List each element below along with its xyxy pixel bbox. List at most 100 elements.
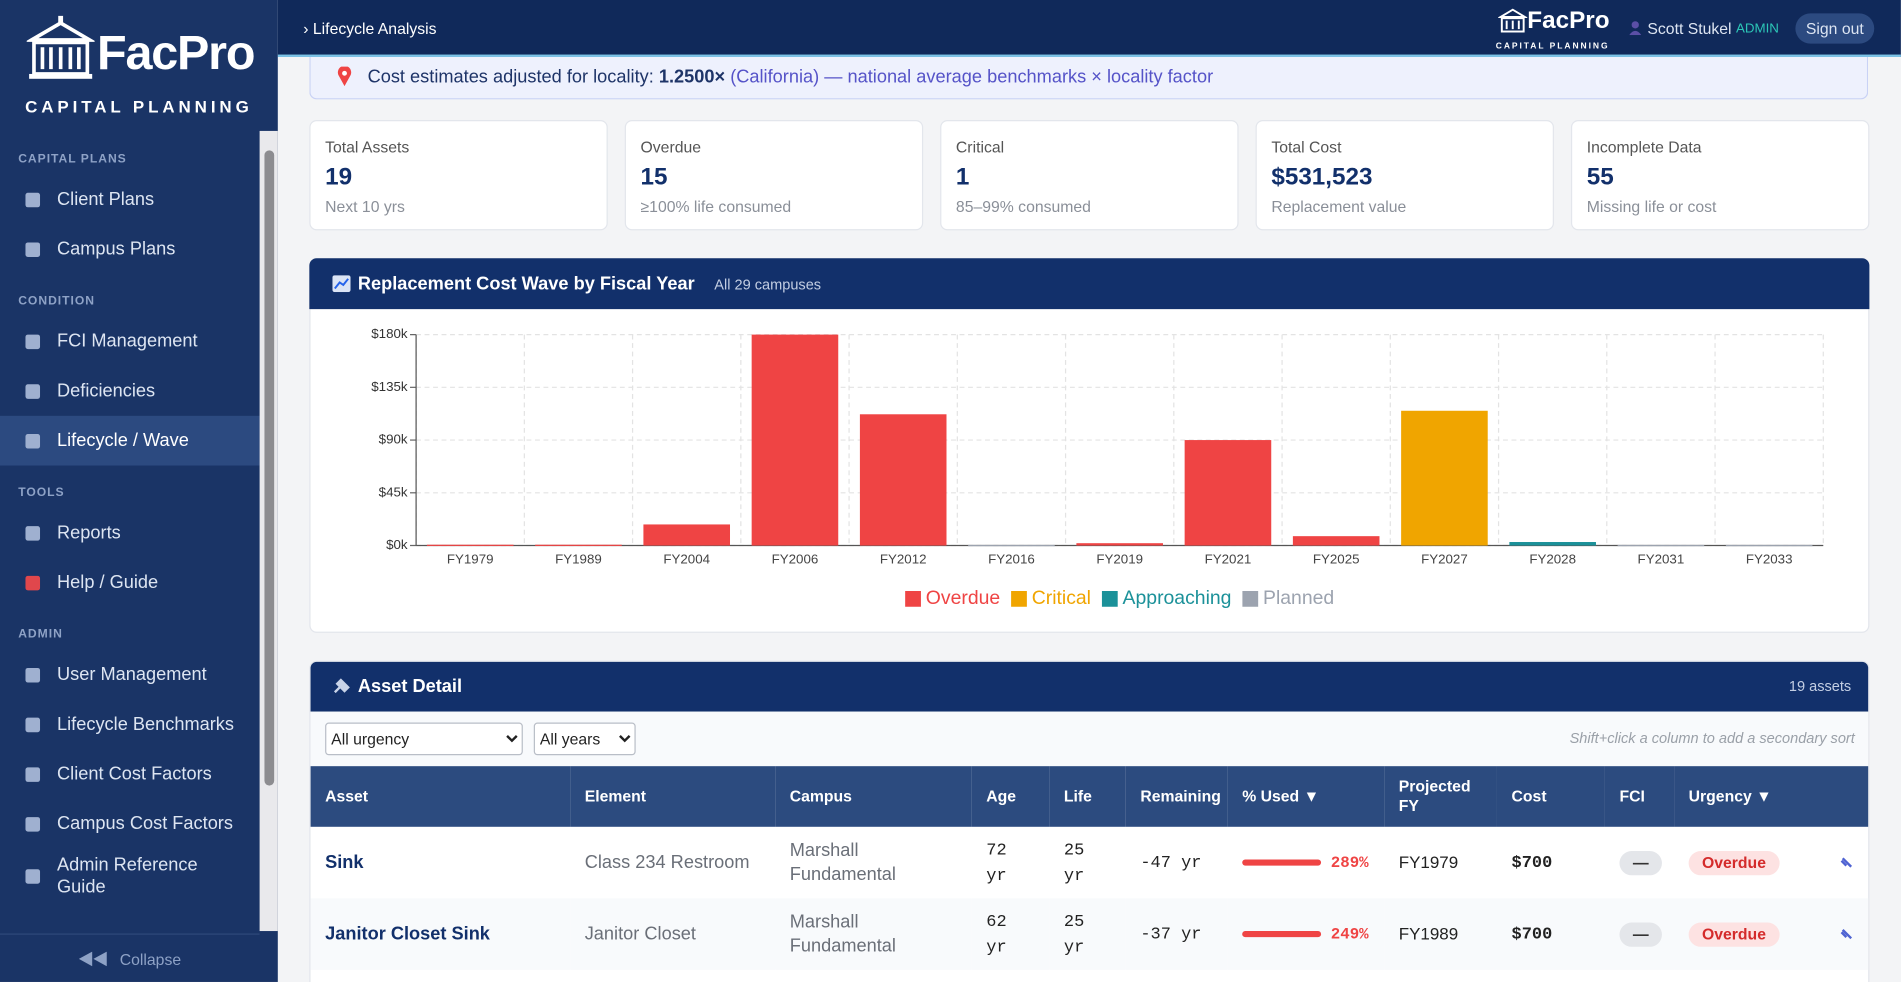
nav-item[interactable]: Deficiencies [0, 366, 260, 416]
nav-item[interactable]: Admin Reference Guide [0, 849, 260, 905]
column-header[interactable]: Remaining [1125, 766, 1228, 827]
column-header[interactable]: Projected FY [1384, 766, 1497, 827]
nav-item[interactable]: Campus Cost Factors [0, 799, 260, 849]
cell-text: Marshall Fundamental [789, 839, 896, 885]
stat-value: $531,523 [1271, 163, 1373, 191]
cell-mono: 62 yr [986, 912, 1007, 958]
filter-select[interactable]: All years [533, 722, 636, 756]
nav-label[interactable]: Campus Cost Factors [57, 812, 233, 834]
nav-label[interactable]: User Management [57, 663, 207, 685]
y-tick-label: $45k [379, 484, 408, 499]
asset-name[interactable]: Janitor Closet Sink [325, 923, 490, 944]
nav-icon [25, 383, 41, 399]
collapse[interactable]: Collapse [0, 933, 260, 981]
asset-name[interactable]: Sink [325, 851, 364, 873]
bar [751, 334, 839, 546]
nav-label[interactable]: Client Cost Factors [57, 763, 212, 784]
sign-out-button[interactable]: Sign out [1795, 13, 1875, 44]
column-header[interactable]: FCI [1604, 766, 1675, 827]
nav-label[interactable]: FCI Management [57, 330, 198, 351]
table-cell: $700 [1496, 898, 1605, 970]
y-tick-label: $180k [371, 326, 408, 341]
used-pct: 249% [1330, 924, 1369, 944]
scrollbar-thumb[interactable] [264, 150, 275, 786]
table-cell: Class 234 Restroom [570, 827, 775, 899]
filter-select[interactable]: All urgency [325, 722, 523, 756]
nav-label[interactable]: Campus Plans [57, 238, 176, 259]
column-header[interactable]: Age [971, 766, 1050, 827]
stat-label: Overdue [640, 138, 702, 157]
x-tick-label: FY1989 [555, 552, 602, 567]
nav-icon [25, 575, 41, 590]
stat-note: ≥100% life consumed [640, 197, 792, 216]
stat-card: Critical 1 85–99% consumed [940, 120, 1239, 231]
nav-item[interactable]: Lifecycle Benchmarks [0, 699, 260, 749]
nav-item[interactable]: Campus Plans [0, 224, 260, 274]
bar [1184, 440, 1272, 546]
nav-label[interactable]: Lifecycle / Wave [57, 429, 189, 451]
edit-icon-shape [1840, 856, 1853, 868]
nav-label[interactable]: Deficiencies [57, 380, 156, 401]
asset-table: Asset Element Campus Age Life Remaining% Used… [310, 766, 1869, 970]
nav-icon-shape [25, 766, 41, 782]
used-bar [1242, 930, 1322, 937]
table-row: Sink Class 234 Restroom Marshall Fundament… [311, 827, 1869, 899]
table-body: Sink Class 234 Restroom Marshall Fundament… [310, 827, 1869, 970]
column-header[interactable]: Campus [775, 766, 972, 827]
brand-tagline: CAPITAL PLANNING [25, 96, 253, 117]
column-header[interactable]: Cost [1496, 766, 1605, 827]
table-cell: Overdue [1674, 898, 1825, 970]
y-tick-label: $135k [371, 379, 408, 394]
table-cell: 25 yr [1049, 898, 1126, 970]
column-header[interactable]: Urgency ▼ [1674, 766, 1825, 827]
stat-note: Next 10 yrs [325, 197, 405, 216]
table-cell: 289% [1228, 827, 1384, 899]
x-tick-label: FY1979 [447, 552, 494, 567]
y-tick-label: $0k [386, 537, 408, 552]
stat-card: Overdue 15 ≥100% life consumed [624, 120, 924, 231]
nav-item[interactable]: User Management [0, 650, 260, 700]
table-cell: — [1605, 827, 1674, 899]
nav-item[interactable]: Help / Guide [0, 558, 260, 608]
nav-icon [25, 333, 41, 349]
nav-item[interactable]: FCI Management [0, 316, 260, 366]
nav-item[interactable]: Client Plans [0, 175, 260, 225]
nav-icon [25, 869, 41, 884]
stat-value: 1 [955, 163, 970, 191]
asset-icon [333, 678, 350, 694]
nav-item[interactable]: Reports [0, 508, 260, 558]
bar [859, 414, 947, 546]
nav-icon [25, 241, 41, 257]
cost: $700 [1511, 853, 1553, 873]
x-tick-label: FY2033 [1746, 552, 1793, 567]
nav-icon [25, 717, 41, 732]
table-cell: -37 yr [1125, 898, 1228, 970]
bar [1401, 410, 1488, 546]
header-tagline: CAPITAL PLANNING [1495, 42, 1610, 51]
column-header[interactable]: Element [570, 766, 776, 827]
table-cell: Marshall Fundamental [775, 827, 972, 899]
edit-icon[interactable] [1839, 853, 1854, 868]
notice-text: Cost estimates adjusted for locality: [367, 66, 654, 88]
edit-icon[interactable] [1839, 924, 1854, 939]
nav-icon-shape [25, 383, 41, 399]
nav-item[interactable]: Client Cost Factors [0, 749, 260, 799]
fci-pill: — [1619, 921, 1662, 947]
stat-label: Total Cost [1271, 138, 1342, 157]
legend-swatch [1242, 590, 1259, 607]
x-tick-label: FY2021 [1205, 552, 1252, 567]
nav-label[interactable]: Reports [57, 521, 121, 543]
nav-label[interactable]: Admin Reference Guide [57, 854, 198, 898]
column-header[interactable]: % Used ▼ [1227, 766, 1385, 827]
collapse-label[interactable]: Collapse [119, 949, 182, 969]
nav-label[interactable]: Help / Guide [57, 571, 159, 593]
chart: $0k $45k $90k $135k $180k FY1979 FY1989 FY2004 F… [371, 326, 1824, 609]
stat-card: Incomplete Data 55 Missing life or cost [1570, 120, 1870, 231]
column-header[interactable]: Asset [310, 766, 571, 827]
nav-item[interactable]: Lifecycle / Wave [0, 415, 260, 466]
column-header[interactable]: Life [1049, 766, 1126, 827]
nav-label[interactable]: Client Plans [57, 188, 155, 210]
nav-label[interactable]: Lifecycle Benchmarks [57, 713, 235, 735]
cell-text: Marshall Fundamental [789, 911, 896, 956]
table-cell: Sink [311, 827, 571, 899]
